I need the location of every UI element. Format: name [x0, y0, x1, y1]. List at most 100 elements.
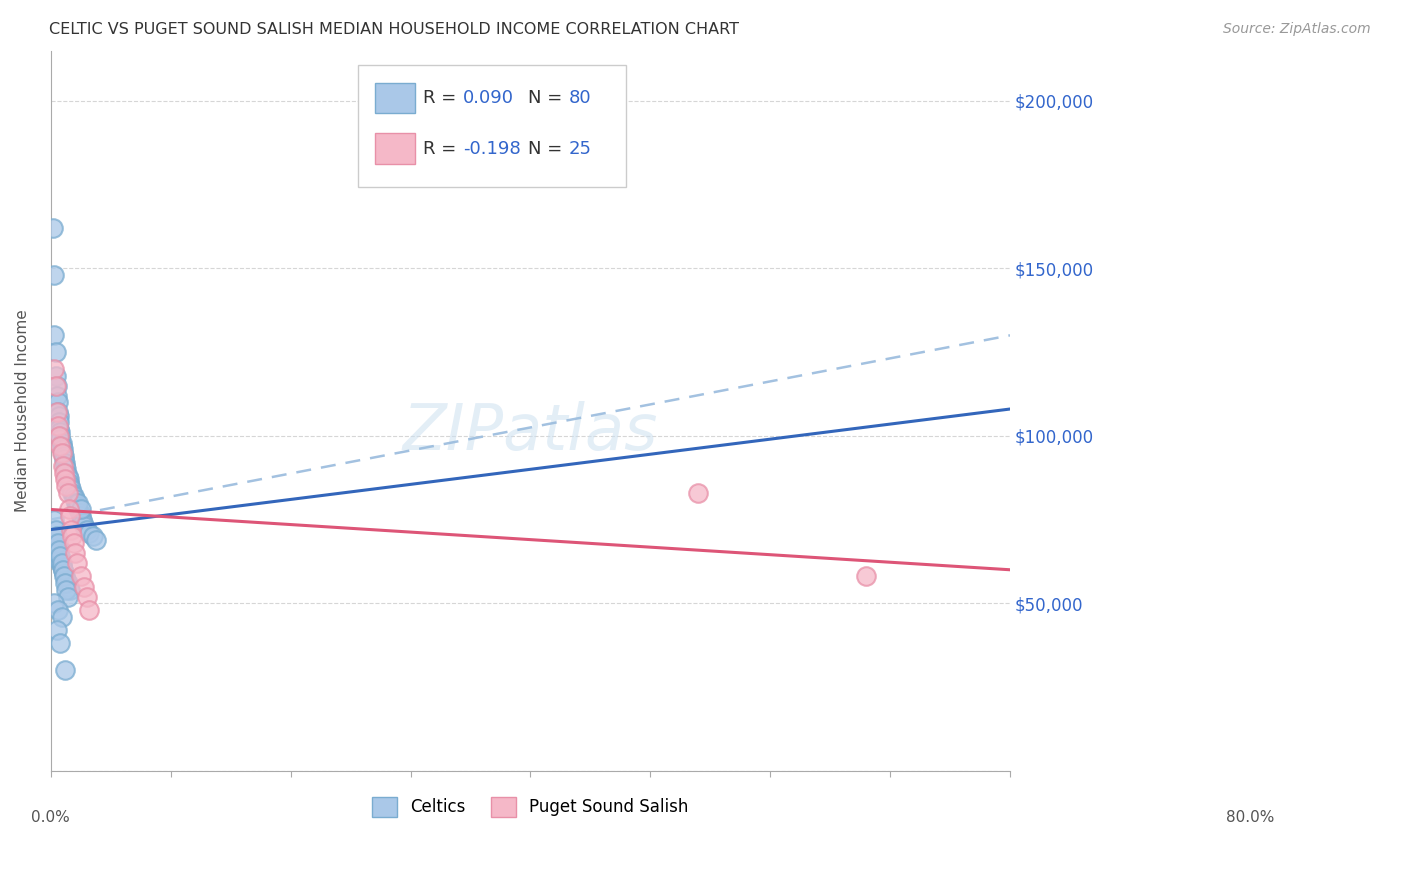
Point	[51, 445, 73, 459]
Text: R =: R =	[423, 89, 463, 107]
Point	[53, 449, 76, 463]
Point	[49, 429, 72, 443]
Point	[49, 636, 72, 650]
Point	[44, 596, 66, 610]
Text: ZIPatlas: ZIPatlas	[402, 401, 658, 463]
Point	[86, 533, 108, 547]
Point	[67, 496, 90, 510]
Point	[45, 542, 67, 557]
Point	[49, 556, 72, 570]
Point	[52, 458, 75, 473]
Point	[45, 529, 67, 543]
Text: -0.198: -0.198	[464, 140, 522, 158]
Point	[45, 378, 67, 392]
Point	[55, 573, 77, 587]
Point	[60, 483, 83, 497]
Point	[53, 452, 76, 467]
Text: R =: R =	[423, 140, 463, 158]
Point	[45, 405, 67, 419]
Point	[60, 523, 83, 537]
Text: CELTIC VS PUGET SOUND SALISH MEDIAN HOUSEHOLD INCOME CORRELATION CHART: CELTIC VS PUGET SOUND SALISH MEDIAN HOUS…	[49, 22, 740, 37]
Point	[44, 512, 66, 526]
Point	[63, 492, 86, 507]
Point	[44, 268, 66, 282]
Point	[77, 603, 100, 617]
Text: 25: 25	[569, 140, 592, 158]
Point	[45, 368, 67, 383]
Point	[53, 566, 76, 581]
Point	[53, 456, 76, 470]
Point	[53, 576, 76, 591]
Point	[77, 525, 100, 540]
Text: N =: N =	[527, 89, 568, 107]
Point	[55, 582, 77, 597]
Point	[51, 609, 73, 624]
Point	[69, 569, 91, 583]
Point	[46, 395, 69, 409]
Point	[58, 475, 80, 490]
Point	[51, 556, 73, 570]
Point	[53, 663, 76, 677]
Point	[46, 549, 69, 564]
Point	[55, 466, 77, 480]
Text: 0.0%: 0.0%	[31, 810, 70, 825]
Point	[52, 563, 75, 577]
Point	[55, 479, 77, 493]
Point	[48, 409, 70, 423]
Point	[51, 559, 73, 574]
Point	[69, 509, 91, 524]
Point	[53, 569, 76, 583]
Point	[48, 542, 70, 557]
Point	[48, 429, 70, 443]
Point	[62, 489, 84, 503]
FancyBboxPatch shape	[375, 134, 415, 164]
Y-axis label: Median Household Income: Median Household Income	[15, 310, 30, 512]
Point	[855, 569, 877, 583]
Point	[58, 472, 80, 486]
Point	[55, 462, 77, 476]
Point	[49, 549, 72, 564]
Point	[56, 590, 79, 604]
Point	[67, 502, 90, 516]
Point	[46, 418, 69, 433]
Point	[62, 485, 84, 500]
Point	[52, 445, 75, 459]
Point	[69, 502, 91, 516]
Text: 0.090: 0.090	[464, 89, 515, 107]
Point	[45, 389, 67, 403]
Point	[73, 580, 96, 594]
Point	[56, 469, 79, 483]
Text: N =: N =	[527, 140, 568, 158]
Legend: Celtics, Puget Sound Salish: Celtics, Puget Sound Salish	[366, 790, 696, 823]
Point	[72, 516, 94, 530]
Point	[62, 529, 84, 543]
Point	[58, 502, 80, 516]
Point	[45, 345, 67, 359]
Point	[76, 523, 98, 537]
Point	[49, 432, 72, 446]
Point	[49, 425, 72, 440]
Point	[66, 499, 89, 513]
Point	[45, 546, 67, 560]
Point	[76, 590, 98, 604]
Point	[51, 439, 73, 453]
Point	[42, 536, 65, 550]
Point	[53, 466, 76, 480]
Point	[56, 576, 79, 591]
Text: 80.0%: 80.0%	[1226, 810, 1274, 825]
Point	[82, 529, 104, 543]
Point	[59, 509, 82, 524]
Point	[53, 458, 76, 473]
Point	[46, 405, 69, 419]
Point	[48, 422, 70, 436]
Point	[49, 439, 72, 453]
Point	[53, 569, 76, 583]
Point	[48, 416, 70, 430]
Point	[45, 623, 67, 637]
Point	[45, 523, 67, 537]
Point	[69, 506, 91, 520]
Point	[46, 603, 69, 617]
Point	[73, 519, 96, 533]
Point	[66, 556, 89, 570]
Point	[52, 563, 75, 577]
